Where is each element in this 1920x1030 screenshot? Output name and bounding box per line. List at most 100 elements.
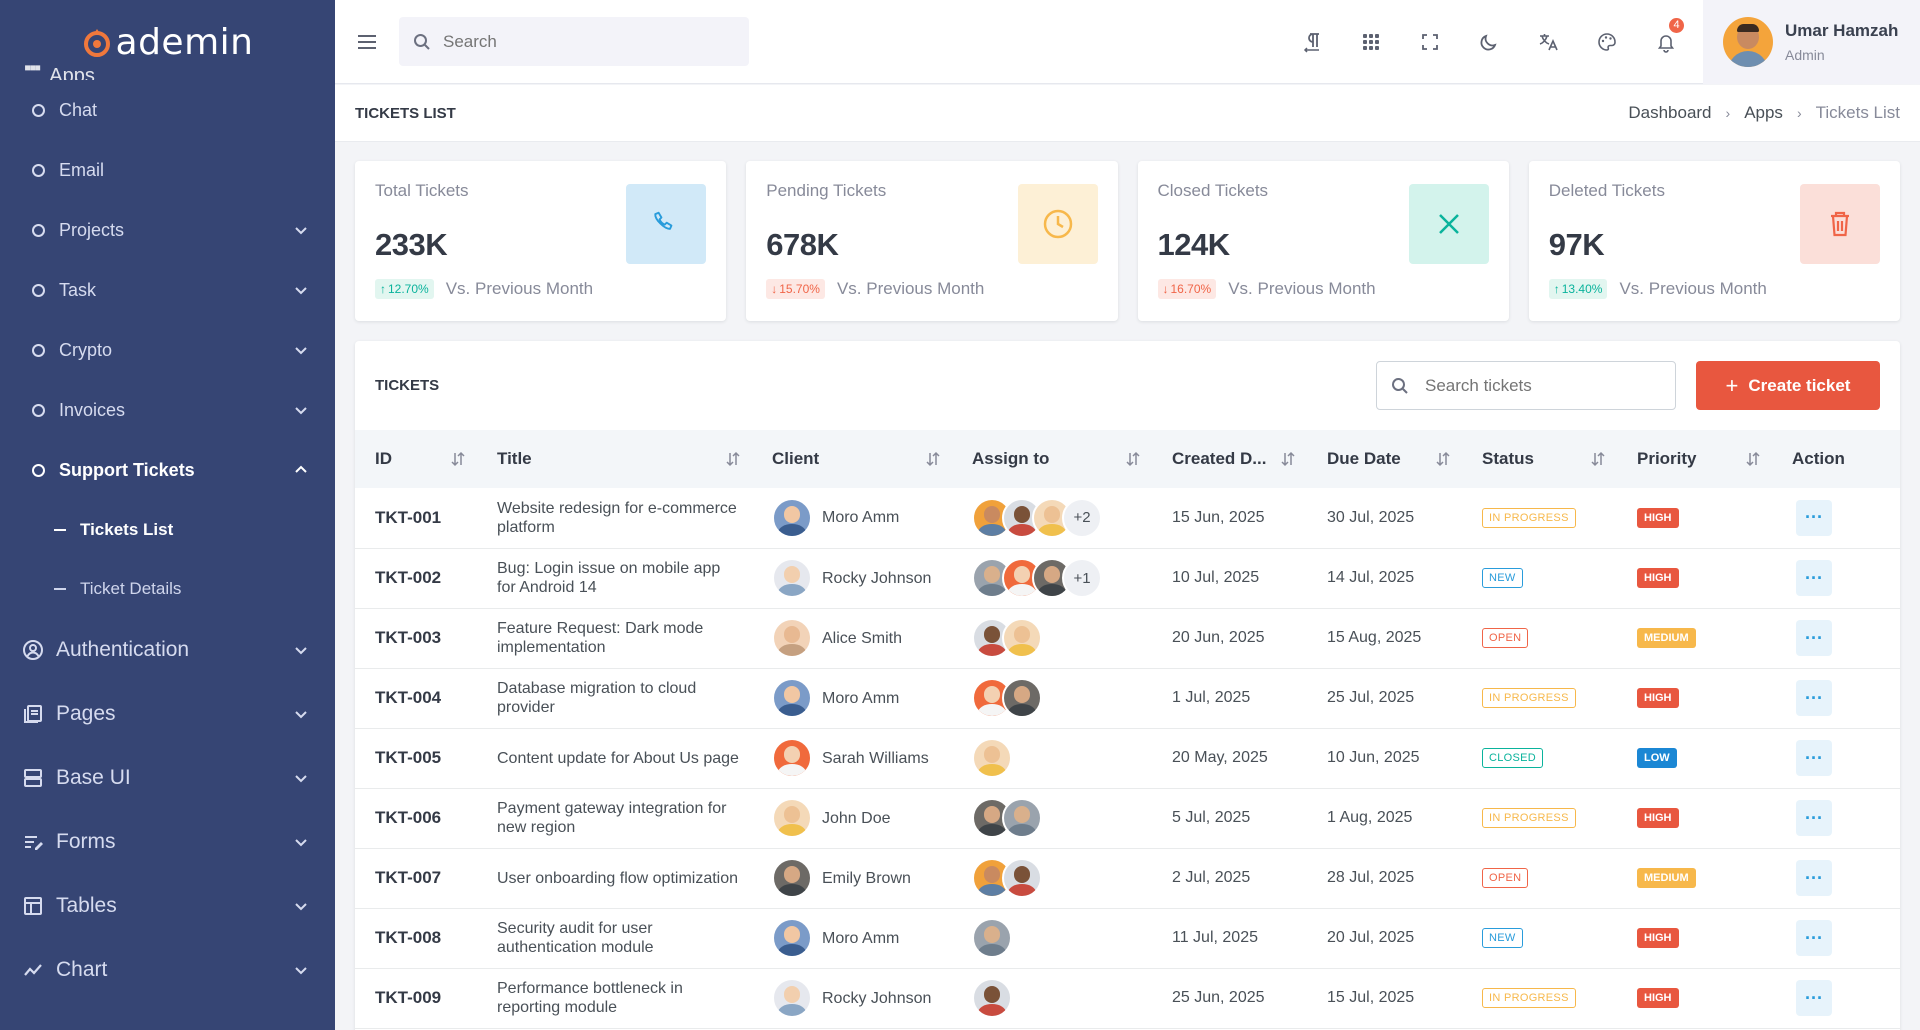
assignee-stack[interactable] (972, 738, 1142, 778)
brand-logo[interactable]: ademin (0, 0, 335, 84)
tickets-search-input[interactable] (1425, 375, 1665, 396)
column-header[interactable]: Title (477, 430, 752, 488)
user-menu[interactable]: Umar Hamzah Admin (1703, 0, 1920, 84)
assignee-stack[interactable]: +2 (972, 497, 1142, 538)
sidebar-item-apps[interactable]: ▪▪▪ Apps (0, 60, 335, 80)
column-header[interactable]: Due Date (1307, 430, 1462, 488)
ticket-id[interactable]: TKT-006 (375, 808, 442, 827)
row-actions-button[interactable]: ··· (1796, 499, 1832, 536)
stat-change-badge: ↑ 13.40% (1548, 279, 1608, 299)
ticket-id[interactable]: TKT-003 (375, 628, 442, 647)
tickets-search[interactable] (1376, 361, 1676, 410)
column-header[interactable]: Created D... (1152, 430, 1307, 488)
stat-card-deleted-tickets: Deleted Tickets 97K ↑ 13.40% Vs. Previous Mo… (1528, 161, 1900, 321)
column-header[interactable]: Status (1462, 430, 1617, 488)
assignee-avatar (1002, 798, 1042, 838)
more-assignees-count[interactable]: +2 (1062, 497, 1102, 538)
theme-palette-button[interactable] (1577, 0, 1636, 84)
ticket-id[interactable]: TKT-009 (375, 988, 442, 1007)
client-avatar (772, 858, 812, 898)
created-date: 10 Jul, 2025 (1172, 569, 1260, 586)
sort-icon[interactable] (1589, 450, 1607, 468)
sidebar-item-chat[interactable]: Chat (0, 80, 335, 140)
sidebar-item-forms[interactable]: Forms (0, 810, 335, 874)
sidebar-item-projects[interactable]: Projects (0, 200, 335, 260)
assignee-stack[interactable] (972, 858, 1142, 898)
sidebar-item-invoices[interactable]: Invoices (0, 380, 335, 440)
row-actions-button[interactable]: ··· (1796, 920, 1832, 956)
table-row[interactable]: TKT-002 Bug: Login issue on mobile app fo… (355, 548, 1900, 608)
sort-icon[interactable] (1434, 450, 1452, 468)
apps-grid-button[interactable] (1341, 0, 1400, 84)
search-input[interactable] (443, 31, 723, 52)
assignee-stack[interactable] (972, 918, 1142, 958)
sidebar-item-pages[interactable]: Pages (0, 682, 335, 746)
created-date: 15 Jun, 2025 (1172, 508, 1265, 526)
sidebar-item-crypto[interactable]: Crypto (0, 320, 335, 380)
assignee-avatar (972, 918, 1012, 958)
sort-icon[interactable] (1744, 450, 1762, 468)
create-ticket-button[interactable]: + Create ticket (1696, 361, 1880, 410)
priority-badge: HIGH (1637, 507, 1679, 528)
ticket-id[interactable]: TKT-007 (375, 868, 442, 887)
ticket-id[interactable]: TKT-001 (375, 507, 442, 527)
ticket-id[interactable]: TKT-002 (375, 568, 442, 587)
column-header[interactable]: Assign to (952, 430, 1152, 488)
bullet-icon (32, 403, 45, 417)
row-actions-button[interactable]: ··· (1796, 560, 1832, 596)
column-header[interactable]: Priority (1617, 430, 1772, 488)
sort-icon[interactable] (924, 450, 942, 468)
sidebar-item-authentication[interactable]: Authentication (0, 618, 335, 682)
hamburger-menu-icon[interactable] (355, 30, 379, 54)
sort-icon[interactable] (724, 450, 742, 468)
table-row[interactable]: TKT-006 Payment gateway integration for n… (355, 788, 1900, 848)
row-actions-button[interactable]: ··· (1796, 680, 1832, 716)
more-assignees-count[interactable]: +1 (1062, 558, 1102, 598)
sort-icon[interactable] (1279, 450, 1297, 468)
translate-icon (1539, 33, 1558, 50)
global-search[interactable] (399, 17, 749, 66)
table-row[interactable]: TKT-007 User onboarding flow optimization… (355, 848, 1900, 908)
assignee-stack[interactable] (972, 618, 1142, 658)
row-actions-button[interactable]: ··· (1796, 860, 1832, 896)
sidebar-item-ticket-details[interactable]: Ticket Details (0, 559, 335, 618)
row-actions-button[interactable]: ··· (1796, 740, 1832, 776)
table-row[interactable]: TKT-005 Content update for About Us page S… (355, 728, 1900, 788)
ticket-id[interactable]: TKT-008 (375, 928, 442, 947)
table-row[interactable]: TKT-004 Database migration to cloud provi… (355, 668, 1900, 728)
ticket-id[interactable]: TKT-004 (375, 688, 442, 707)
assignee-stack[interactable] (972, 798, 1142, 838)
assignee-stack[interactable]: +1 (972, 558, 1142, 598)
sidebar-item-chart[interactable]: Chart (0, 938, 335, 1002)
breadcrumb-dashboard[interactable]: Dashboard (1628, 103, 1712, 122)
sort-icon[interactable] (449, 450, 467, 468)
breadcrumb-apps[interactable]: Apps (1744, 103, 1783, 122)
table-row[interactable]: TKT-003 Feature Request: Dark mode implem… (355, 608, 1900, 668)
rtl-toggle-button[interactable] (1282, 0, 1341, 84)
sidebar-item-base-ui[interactable]: Base UI (0, 746, 335, 810)
assignee-stack[interactable] (972, 978, 1142, 1018)
sidebar-item-task[interactable]: Task (0, 260, 335, 320)
ticket-id[interactable]: TKT-005 (375, 748, 442, 767)
phone-icon (654, 211, 673, 230)
row-actions-button[interactable]: ··· (1796, 620, 1832, 656)
language-button[interactable] (1518, 0, 1577, 84)
table-row[interactable]: TKT-001 Website redesign for e-commerce p… (355, 488, 1900, 548)
fullscreen-button[interactable] (1400, 0, 1459, 84)
sidebar-item-tickets-list[interactable]: Tickets List (0, 500, 335, 559)
table-row[interactable]: TKT-008 Security audit for user authentic… (355, 908, 1900, 968)
dark-mode-button[interactable] (1459, 0, 1518, 84)
sidebar-item-support-tickets[interactable]: Support Tickets (0, 440, 335, 500)
row-actions-button[interactable]: ··· (1796, 980, 1832, 1016)
sidebar-item-email[interactable]: Email (0, 140, 335, 200)
row-actions-button[interactable]: ··· (1796, 800, 1832, 836)
column-header[interactable]: Client (752, 430, 952, 488)
sidebar-item-tables[interactable]: Tables (0, 874, 335, 938)
created-date: 20 Jun, 2025 (1172, 629, 1265, 646)
topbar-actions: 4 Umar Hamzah Admin (1282, 0, 1920, 84)
sort-icon[interactable] (1124, 450, 1142, 468)
notifications-button[interactable]: 4 (1636, 0, 1695, 84)
table-row[interactable]: TKT-009 Performance bottleneck in reporti… (355, 968, 1900, 1028)
assignee-stack[interactable] (972, 678, 1142, 718)
column-header[interactable]: ID (355, 430, 477, 488)
